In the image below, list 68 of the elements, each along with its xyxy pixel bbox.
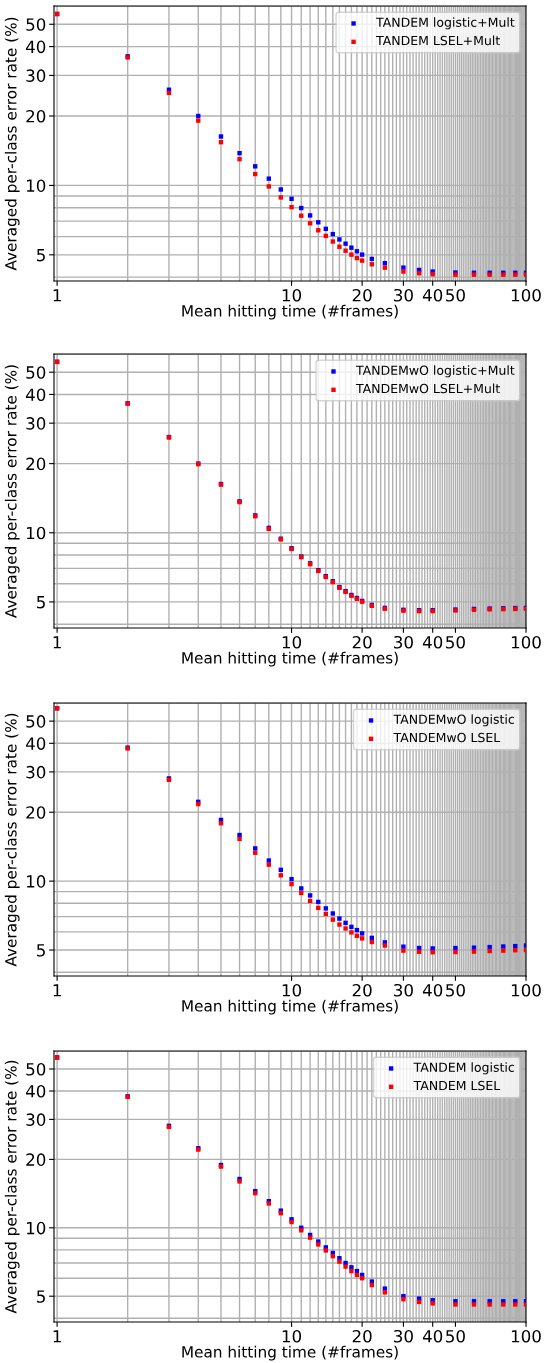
x-tick-label: 100 [511, 288, 541, 302]
y-tick-label: 30 [26, 1113, 46, 1126]
y-tick-label: 20 [26, 1153, 46, 1166]
y-tick-label: 40 [25, 737, 46, 750]
x-tick-label: 30 [394, 288, 413, 302]
x-tick-label: 20 [352, 1329, 372, 1343]
x-tick-label: 50 [446, 635, 465, 649]
y-tick-label: 30 [26, 69, 46, 82]
y-tick-label: 10 [26, 1221, 46, 1235]
y-tick-label: 30 [26, 765, 46, 779]
x-tick-label: 20 [352, 288, 372, 302]
x-tick-label: 100 [511, 983, 541, 997]
y-tick-label: 20 [26, 806, 46, 819]
y-axis-title: Averaged per-class error rate (%) [4, 17, 20, 271]
legend-label: TANDEM logistic+Mult [376, 17, 515, 30]
x-tick-label: 20 [352, 635, 372, 649]
y-tick-label: 10 [26, 526, 46, 540]
x-tick-label: 50 [446, 1329, 465, 1343]
x-tick-label: 1 [53, 289, 61, 302]
x-tick-label: 10 [282, 1329, 302, 1343]
x-tick-label: 30 [394, 635, 413, 649]
y-tick-label: 5 [37, 944, 45, 957]
y-tick-label: 20 [26, 457, 46, 471]
x-tick-label: 10 [282, 288, 302, 302]
y-axis-title: Averaged per-class error rate (%) [4, 365, 20, 618]
x-tick-label: 40 [422, 1329, 443, 1343]
y-tick-label: 5 [37, 1290, 45, 1303]
x-tick-label: 10 [282, 635, 302, 649]
x-tick-label: 30 [394, 983, 413, 997]
x-tick-label: 10 [282, 983, 302, 997]
y-tick-label: 10 [26, 875, 46, 888]
y-tick-label: 40 [25, 388, 46, 402]
x-tick-label: 50 [446, 983, 465, 997]
x-tick-label: 40 [422, 635, 443, 649]
x-tick-label: 1 [53, 984, 61, 997]
y-tick-label: 5 [37, 596, 45, 609]
x-axis-title: Mean hitting time (#frames) [182, 999, 398, 1015]
legend-label: TANDEMwO LSEL+Mult [355, 383, 500, 394]
x-tick-label: 20 [352, 983, 372, 997]
x-tick-label: 30 [394, 1329, 413, 1343]
y-tick-label: 20 [26, 109, 46, 123]
x-tick-label: 50 [446, 288, 465, 302]
x-tick-label: 1 [53, 636, 61, 649]
legend-label: TANDEMwO LSEL [393, 732, 501, 743]
legend-label: TANDEMwO logistic [393, 714, 514, 727]
x-tick-label: 100 [511, 1329, 541, 1343]
legend-label: TANDEM LSEL [413, 1080, 501, 1091]
x-axis-title: Mean hitting time (#frames) [182, 1345, 398, 1361]
y-tick-label: 50 [26, 366, 46, 379]
y-tick-label: 40 [25, 1084, 46, 1098]
y-tick-label: 50 [26, 1062, 46, 1076]
x-axis-title: Mean hitting time (#frames) [182, 304, 398, 320]
y-axis-title: Averaged per-class error rate (%) [4, 713, 20, 967]
x-tick-label: 100 [511, 635, 541, 649]
x-tick-label: 40 [422, 288, 443, 302]
y-tick-label: 50 [26, 18, 46, 31]
x-tick-label: 40 [422, 983, 443, 997]
legend-label: TANDEMwO logistic+Mult [355, 365, 515, 378]
y-tick-label: 5 [37, 249, 45, 262]
y-tick-label: 40 [25, 40, 46, 54]
y-tick-label: 10 [26, 179, 46, 192]
x-tick-label: 1 [53, 1330, 61, 1343]
y-tick-label: 50 [26, 715, 46, 728]
y-tick-label: 30 [26, 417, 46, 430]
legend-label: TANDEM logistic [413, 1062, 514, 1075]
y-axis-title: Averaged per-class error rate (%) [4, 1060, 20, 1314]
x-axis-title: Mean hitting time (#frames) [182, 651, 398, 667]
legend-label: TANDEM LSEL+Mult [376, 35, 500, 46]
